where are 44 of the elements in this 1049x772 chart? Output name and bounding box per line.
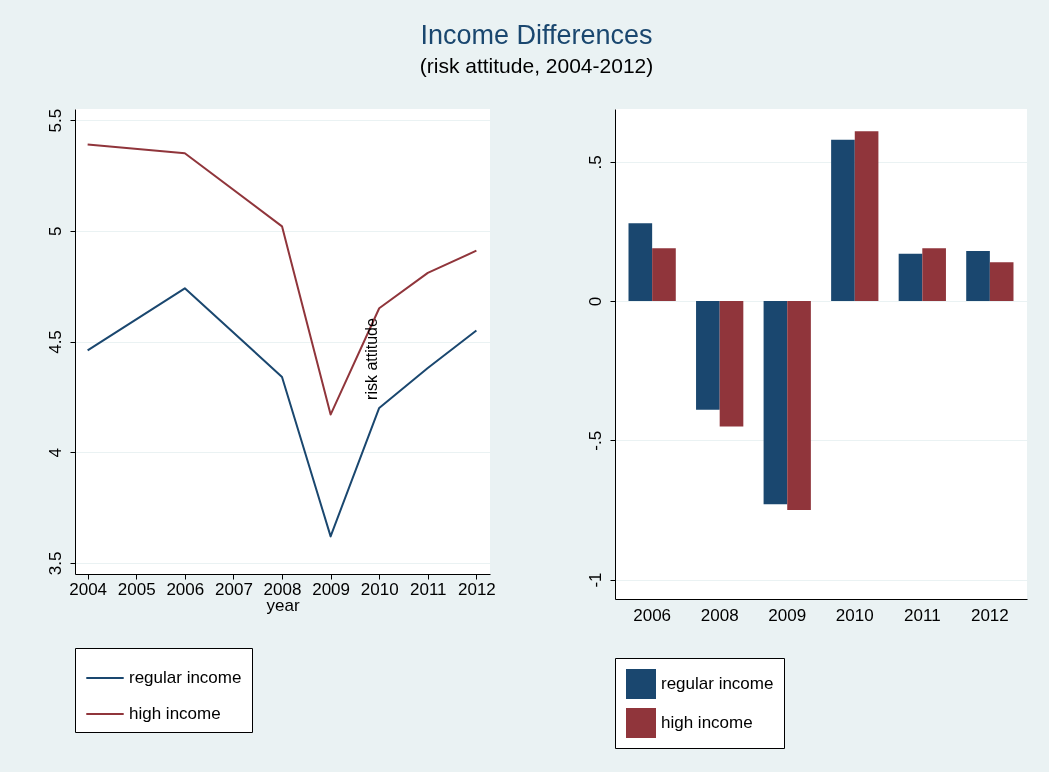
y-tick-label: 4.5	[45, 330, 65, 354]
y-tick-label: -.5	[585, 430, 605, 451]
x-tick-label: 2011	[410, 579, 447, 599]
bar	[787, 301, 811, 510]
legend-label: high income	[129, 704, 221, 723]
bar	[628, 223, 653, 302]
legend-label: high income	[661, 713, 753, 732]
annotation: risk attitude	[363, 317, 380, 400]
x-tick-label: 2012	[970, 605, 1009, 625]
x-tick-label: 2011	[904, 605, 941, 625]
bar	[966, 250, 990, 302]
x-tick-label: 2006	[633, 605, 672, 625]
bar	[831, 139, 855, 302]
y-tick-label: -1	[585, 572, 605, 588]
x-tick-label: 2008	[700, 605, 739, 625]
x-tick-label: 2004	[69, 579, 108, 599]
bar	[763, 301, 788, 505]
x-tick-label: 2007	[215, 579, 253, 599]
chart-title: Income Differences	[420, 20, 653, 51]
y-tick-label: 0	[585, 296, 605, 307]
line-series	[86, 143, 478, 416]
line-series	[86, 287, 478, 538]
x-tick-label: 2009	[768, 605, 807, 625]
x-tick-label: 2006	[166, 579, 205, 599]
y-tick-label: 4	[45, 447, 65, 458]
bar	[719, 301, 744, 427]
y-tick-label: 3.5	[45, 551, 65, 576]
bar	[922, 248, 946, 302]
y-tick-label: 5	[45, 226, 65, 237]
x-tick-label: 2009	[312, 579, 351, 599]
y-tick-label: .5	[585, 155, 605, 170]
legend-label: regular income	[129, 668, 242, 687]
bar	[898, 253, 923, 302]
text: (risk attitude, 2004-2012)	[419, 54, 654, 78]
bar	[696, 301, 720, 410]
y-tick-label: 5.5	[45, 108, 65, 133]
bar	[989, 262, 1014, 302]
x-tick-label: 2005	[117, 579, 156, 599]
x-tick-label: 2012	[457, 579, 496, 599]
x-tick-label: 2010	[835, 605, 874, 625]
x-tick-label: 2010	[360, 579, 399, 599]
legend-label: regular income	[661, 674, 774, 693]
bar	[652, 248, 676, 302]
bar	[854, 131, 879, 302]
